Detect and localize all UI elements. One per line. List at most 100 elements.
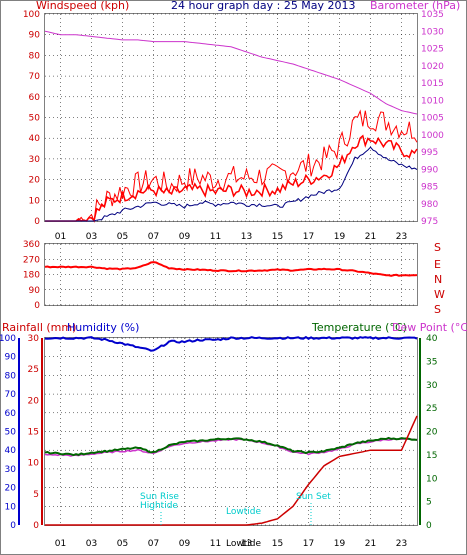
dir-tick-180: 180 bbox=[23, 271, 40, 281]
wind-tick-0: 0 bbox=[34, 217, 40, 227]
sunset-label: Sun Set bbox=[296, 492, 331, 502]
wind-axis-label: Windspeed (kph) bbox=[36, 0, 129, 12]
humidity-tick-90: 90 bbox=[5, 353, 17, 363]
dir-letter-s-bottom: S bbox=[434, 303, 441, 316]
rainfall-line bbox=[45, 415, 418, 526]
x-tick-wind-15: 15 bbox=[272, 232, 283, 242]
direction-letters: S E N W S bbox=[434, 241, 445, 316]
wind-tick-10: 10 bbox=[29, 196, 41, 206]
temperature-axis-label: Temperature (°C) bbox=[311, 321, 407, 334]
humidity-tick-40: 40 bbox=[5, 446, 17, 456]
temp-tick-25: 25 bbox=[426, 404, 437, 414]
lowtide-label: Lowtide bbox=[226, 507, 261, 517]
baro-tick-1020: 1020 bbox=[421, 62, 444, 72]
temp-tick-15: 15 bbox=[426, 451, 437, 461]
rain-tick-20: 20 bbox=[28, 396, 40, 406]
x-tick-temp-23: 23 bbox=[396, 539, 407, 549]
x-tick-wind-19: 19 bbox=[334, 232, 346, 242]
temp-tick-10: 10 bbox=[426, 474, 438, 484]
dir-letter-e: E bbox=[434, 258, 441, 271]
dewpoint-axis-label: Dew Point (°C) bbox=[392, 321, 467, 334]
rain-tick-25: 25 bbox=[28, 365, 39, 375]
rain-tick-10: 10 bbox=[28, 459, 40, 469]
x-tick-temp-07: 07 bbox=[148, 539, 159, 549]
dir-letter-n: N bbox=[434, 273, 442, 286]
wind-direction-line bbox=[44, 261, 418, 277]
x-tick-temp-21: 21 bbox=[365, 539, 376, 549]
rain-tick-5: 5 bbox=[33, 490, 39, 500]
direction-panel-frame bbox=[44, 243, 418, 306]
x-tick-wind-11: 11 bbox=[210, 232, 221, 242]
temp-tick-5: 5 bbox=[426, 498, 432, 508]
wind-tick-20: 20 bbox=[29, 176, 41, 186]
baro-tick-985: 985 bbox=[421, 183, 438, 193]
humidity-tick-10: 10 bbox=[5, 502, 17, 512]
x-tick-temp-09: 09 bbox=[179, 539, 191, 549]
barometer-axis-label: Barometer (hPa) bbox=[370, 0, 460, 12]
rain-tick-15: 15 bbox=[28, 428, 39, 438]
wind-speed-line bbox=[45, 134, 418, 223]
baro-tick-975: 975 bbox=[421, 217, 438, 227]
baro-tick-1010: 1010 bbox=[421, 96, 444, 106]
baro-tick-1015: 1015 bbox=[421, 79, 444, 89]
humidity-line bbox=[44, 335, 418, 352]
dir-tick-90: 90 bbox=[29, 286, 41, 296]
humidity-tick-50: 50 bbox=[5, 428, 17, 438]
x-tick-temp-19: 19 bbox=[334, 539, 346, 549]
humidity-tick-100: 100 bbox=[0, 334, 16, 344]
x-tick-temp-03: 03 bbox=[86, 539, 97, 549]
baro-tick-995: 995 bbox=[421, 148, 438, 158]
humidity-tick-70: 70 bbox=[5, 390, 17, 400]
x-tick-wind-13: 13 bbox=[241, 232, 252, 242]
dir-letter-w: W bbox=[434, 288, 445, 301]
x-tick-wind-09: 09 bbox=[179, 232, 191, 242]
temp-tick-30: 30 bbox=[426, 381, 438, 391]
annotations: Sun Rise Hightide Lowtide Sun Set Lowtid… bbox=[140, 492, 331, 549]
x-tick-wind-03: 03 bbox=[86, 232, 97, 242]
x-tick-temp-13: 13 bbox=[241, 539, 252, 549]
wind-tick-50: 50 bbox=[29, 114, 41, 124]
x-tick-wind-05: 05 bbox=[117, 232, 128, 242]
x-tick-temp-05: 05 bbox=[117, 539, 128, 549]
baro-tick-980: 980 bbox=[421, 200, 438, 210]
temperature-line bbox=[44, 436, 418, 457]
grid-layer bbox=[18, 13, 421, 526]
series-layer bbox=[44, 30, 418, 526]
rain-tick-30: 30 bbox=[28, 334, 40, 344]
x-tick-temp-17: 17 bbox=[303, 539, 314, 549]
wind-tick-70: 70 bbox=[29, 72, 41, 82]
lowtide-axis-label: Lowtide bbox=[226, 539, 261, 549]
wind-tick-90: 90 bbox=[29, 31, 41, 41]
humidity-axis-label: Humidity (%) bbox=[67, 321, 139, 334]
wind-tick-80: 80 bbox=[29, 51, 41, 61]
humidity-tick-60: 60 bbox=[5, 409, 17, 419]
x-tick-wind-07: 07 bbox=[148, 232, 159, 242]
barometer-line bbox=[44, 30, 418, 115]
humidity-tick-0: 0 bbox=[10, 521, 16, 531]
dir-letter-s-top: S bbox=[434, 241, 441, 254]
temp-tick-20: 20 bbox=[426, 428, 438, 438]
graph-title: 24 hour graph day : 25 May 2013 bbox=[171, 0, 356, 12]
temp-tick-40: 40 bbox=[426, 334, 438, 344]
baro-tick-1005: 1005 bbox=[421, 114, 444, 124]
rainfall-axis-label: Rainfall (mm) bbox=[2, 321, 76, 334]
wind-gust-line bbox=[45, 109, 418, 223]
baro-tick-990: 990 bbox=[421, 165, 438, 175]
temp-tick-35: 35 bbox=[426, 357, 437, 367]
rain-tick-0: 0 bbox=[33, 521, 39, 531]
humidity-tick-30: 30 bbox=[5, 465, 17, 475]
x-tick-temp-15: 15 bbox=[272, 539, 283, 549]
baro-tick-1030: 1030 bbox=[421, 27, 444, 37]
x-tick-wind-21: 21 bbox=[365, 232, 376, 242]
wind-tick-40: 40 bbox=[29, 134, 41, 144]
x-tick-temp-11: 11 bbox=[210, 539, 221, 549]
baro-tick-1000: 1000 bbox=[421, 131, 444, 141]
wind-panel-frame bbox=[44, 13, 418, 222]
wind-tick-30: 30 bbox=[29, 155, 41, 165]
x-tick-temp-01: 01 bbox=[55, 539, 66, 549]
sunrise-label: Sun Rise bbox=[140, 492, 179, 502]
dir-tick-270: 270 bbox=[23, 255, 40, 265]
baro-tick-1035: 1035 bbox=[421, 10, 444, 20]
